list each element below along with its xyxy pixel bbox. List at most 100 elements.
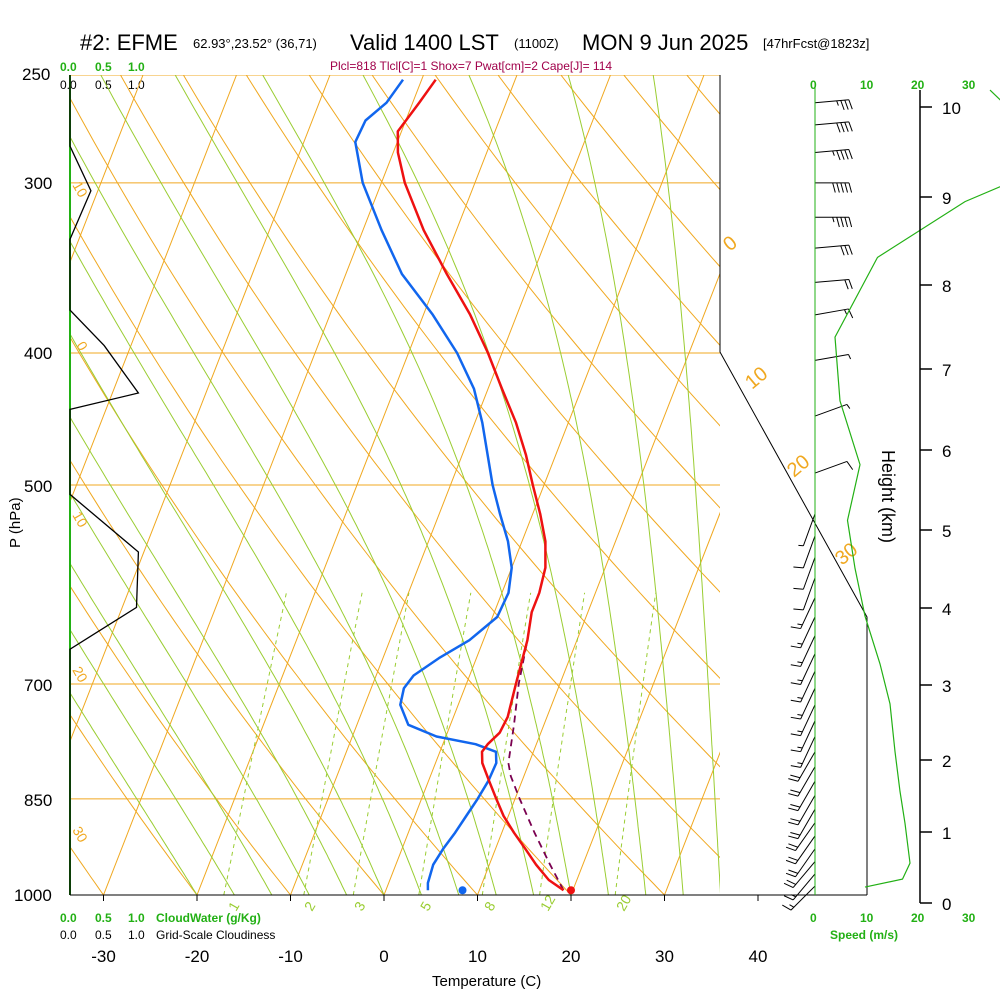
zulu-time: (1100Z) bbox=[514, 36, 559, 51]
cloudiness-scale-top: 0.0 0.5 1.0 bbox=[60, 78, 145, 92]
wind-barb bbox=[814, 121, 853, 133]
wind-barbs bbox=[782, 99, 854, 911]
wind-barb bbox=[788, 795, 816, 826]
temperature-tick-label: 10 bbox=[468, 947, 487, 966]
sounding-profiles bbox=[354, 78, 575, 895]
isotherm-line bbox=[290, 75, 611, 895]
moist-adiabat-label: 30 bbox=[831, 539, 862, 570]
dry-adiabat-label: 0 bbox=[73, 339, 91, 354]
svg-text:0: 0 bbox=[810, 78, 817, 92]
svg-text:0.0: 0.0 bbox=[60, 78, 77, 92]
moist-adiabat-line bbox=[262, 75, 572, 895]
cloudwater-label: CloudWater (g/Kg) bbox=[156, 911, 261, 925]
mixing-ratio-line bbox=[303, 592, 363, 895]
wind-barb bbox=[785, 822, 816, 852]
wind-barb bbox=[790, 736, 816, 768]
wind-barb bbox=[815, 182, 853, 193]
moist-adiabat-line bbox=[70, 492, 310, 895]
stability-indices: Plcl=818 Tlcl[C]=1 Shox=7 Pwat[cm]=2 Cap… bbox=[330, 59, 612, 73]
moist-adiabat-line bbox=[468, 75, 647, 895]
svg-text:20: 20 bbox=[911, 911, 925, 925]
moist-adiabat-label: 0 bbox=[719, 232, 742, 256]
cloudiness-line bbox=[69, 75, 140, 895]
dry-adiabat-line bbox=[750, 75, 1000, 895]
dry-adiabat-line bbox=[308, 75, 720, 593]
dry-adiabat-label: 10 bbox=[69, 509, 91, 531]
wind-barb bbox=[790, 597, 816, 630]
pressure-tick-label: 700 bbox=[24, 676, 52, 695]
wind-barb bbox=[785, 835, 816, 865]
dry-adiabat-line bbox=[70, 713, 198, 895]
parcel-trace bbox=[507, 616, 565, 891]
surface-temperature-dot bbox=[566, 886, 575, 895]
svg-text:1.0: 1.0 bbox=[128, 911, 145, 925]
wind-barb bbox=[788, 751, 816, 782]
svg-text:30: 30 bbox=[962, 78, 976, 92]
speed-scale-bottom: 0 10 20 30 Speed (m/s) bbox=[810, 911, 976, 942]
wind-barb bbox=[793, 535, 816, 569]
cloudiness-scale-bottom: 0.0 0.5 1.0 Grid-Scale Cloudiness bbox=[60, 928, 275, 942]
height-tick-label: 2 bbox=[942, 752, 951, 771]
mixing-ratio-label: 2 bbox=[301, 899, 319, 914]
wind-barb bbox=[790, 653, 816, 685]
isotherm-line bbox=[664, 751, 720, 895]
moist-adiabat-label: 10 bbox=[741, 363, 772, 394]
mixing-ratio-line bbox=[481, 592, 532, 895]
wind-barb bbox=[793, 557, 816, 590]
wind-barb bbox=[814, 99, 853, 111]
isotherm-line bbox=[383, 75, 705, 895]
station-coords: 62.93°,23.52° (36,71) bbox=[193, 36, 317, 51]
mixing-ratio-label: 3 bbox=[351, 899, 369, 914]
cloudiness-label: Grid-Scale Cloudiness bbox=[156, 928, 275, 942]
wind-barb bbox=[790, 616, 816, 649]
moist-adiabat-line bbox=[70, 240, 422, 895]
dry-adiabat-line bbox=[70, 336, 478, 895]
wind-barb bbox=[790, 720, 816, 753]
wind-barb bbox=[790, 688, 816, 720]
isotherm-line bbox=[103, 75, 424, 895]
height-tick-label: 6 bbox=[942, 442, 951, 461]
wind-barb bbox=[782, 885, 816, 911]
pressure-tick-label: 850 bbox=[24, 791, 52, 810]
dry-adiabat-line bbox=[245, 75, 720, 680]
dry-adiabat-line bbox=[813, 75, 1000, 895]
moist-adiabat-line bbox=[70, 691, 198, 895]
mixing-ratio-line bbox=[418, 592, 472, 895]
temperature-tick-label: 0 bbox=[379, 947, 388, 966]
moist-adiabat-line bbox=[567, 75, 684, 895]
forecast-date: MON 9 Jun 2025 bbox=[582, 30, 748, 55]
svg-text:30: 30 bbox=[962, 911, 976, 925]
wind-barb bbox=[785, 848, 816, 878]
mixing-ratio-line bbox=[352, 592, 410, 895]
moist-adiabat-line bbox=[70, 333, 385, 895]
temperature-tick-label: -20 bbox=[185, 947, 210, 966]
moist-adiabat-line bbox=[70, 562, 273, 895]
svg-text:20: 20 bbox=[911, 78, 925, 92]
wind-barb bbox=[790, 704, 816, 737]
temperature-tick-label: -10 bbox=[278, 947, 303, 966]
wind-barb bbox=[788, 780, 816, 812]
wind-barb bbox=[815, 216, 853, 228]
dry-adiabat-line bbox=[70, 215, 572, 895]
pressure-tick-label: 1000 bbox=[14, 886, 52, 905]
svg-text:0.0: 0.0 bbox=[60, 911, 77, 925]
height-tick-label: 3 bbox=[942, 677, 951, 696]
wind-barb bbox=[798, 513, 816, 547]
svg-text:1.0: 1.0 bbox=[128, 78, 145, 92]
pressure-tick-label: 300 bbox=[24, 174, 52, 193]
isotherm-line bbox=[70, 75, 144, 264]
wind-barb bbox=[790, 635, 816, 667]
pressure-tick-label: 400 bbox=[24, 344, 52, 363]
wind-speed-line bbox=[834, 89, 1000, 888]
height-tick-label: 4 bbox=[942, 600, 951, 619]
height-tick-label: 7 bbox=[942, 361, 951, 380]
isotherm-line bbox=[70, 75, 237, 504]
svg-text:10: 10 bbox=[860, 78, 874, 92]
isotherm-line bbox=[196, 75, 518, 895]
height-tick-label: 10 bbox=[942, 99, 961, 118]
temperature-tick-label: 30 bbox=[655, 947, 674, 966]
dry-adiabat-line bbox=[70, 459, 385, 895]
